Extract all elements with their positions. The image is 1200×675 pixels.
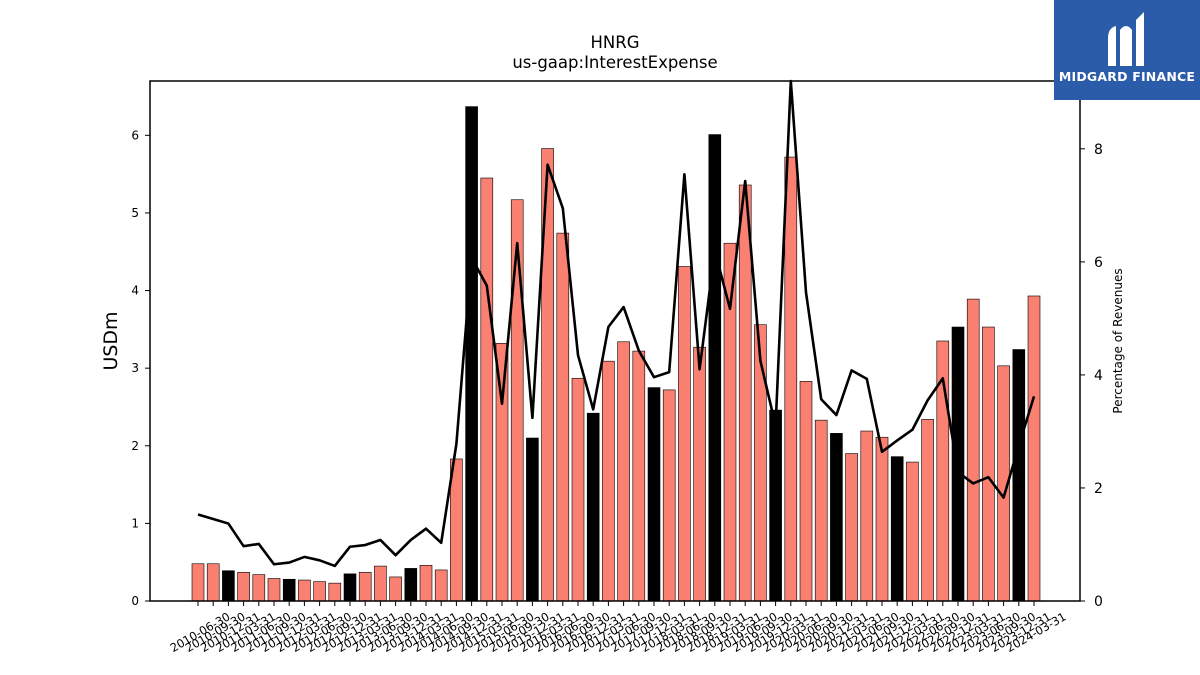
bar	[313, 581, 326, 602]
logo-text: MIDGARD FINANCE	[1058, 69, 1196, 84]
bar	[738, 184, 752, 602]
bar	[769, 409, 782, 602]
chart-subtitle: us-gaap:InterestExpense	[512, 53, 717, 72]
line-series	[197, 79, 1036, 568]
bar	[799, 381, 813, 602]
bar	[602, 360, 615, 602]
brand-logo: MIDGARD FINANCE	[1054, 0, 1200, 100]
bar	[495, 343, 509, 602]
bar	[966, 298, 980, 602]
y-left-tick-label: 6	[131, 128, 139, 142]
chart-title: HNRG	[590, 33, 639, 52]
bar	[708, 134, 722, 602]
bar	[890, 456, 904, 602]
bar	[206, 563, 220, 602]
bar	[419, 564, 433, 602]
bar	[845, 453, 858, 602]
bar	[252, 574, 266, 602]
bar	[404, 568, 418, 602]
bar	[571, 377, 585, 602]
y-left-tick-label: 0	[131, 594, 139, 608]
bar	[632, 350, 646, 602]
bar	[510, 199, 524, 602]
bar	[480, 177, 494, 602]
y-right-tick-label: 8	[1094, 142, 1103, 158]
bar	[830, 433, 843, 602]
bar	[358, 571, 372, 602]
y-right-tick-label: 4	[1094, 368, 1103, 384]
bar	[906, 461, 919, 602]
bar	[1012, 349, 1026, 602]
y-left-tick-label: 1	[131, 516, 139, 530]
bar-series	[191, 106, 1041, 602]
line-series-path	[197, 79, 1036, 568]
y-right-tick-label: 2	[1094, 481, 1103, 497]
bar	[693, 346, 706, 602]
y-left-tick-label: 2	[131, 439, 139, 453]
bar	[465, 106, 478, 602]
bar	[282, 578, 296, 602]
bar	[860, 430, 874, 602]
bar	[662, 389, 676, 602]
bar	[586, 412, 600, 602]
bar	[678, 266, 691, 602]
bar	[647, 387, 661, 602]
y-axis-right-label: Percentage of Revenues	[1111, 268, 1125, 413]
plot-frame	[149, 80, 1081, 602]
bar	[237, 571, 250, 602]
bar	[328, 582, 342, 602]
bar	[389, 576, 402, 602]
y-right-tick-label: 0	[1094, 594, 1103, 610]
y-left-tick-label: 4	[131, 284, 139, 298]
midgard-logo-icon	[1108, 12, 1144, 66]
bar	[298, 579, 311, 602]
y-right-tick-label: 6	[1094, 255, 1103, 271]
bar	[617, 341, 630, 602]
bar	[434, 569, 448, 602]
bar	[222, 570, 235, 602]
bar	[556, 232, 570, 602]
y-left-tick-label: 5	[131, 206, 139, 220]
bar	[374, 565, 387, 602]
bar	[267, 578, 281, 602]
y-axis-left-label: USDm	[100, 311, 122, 370]
bar	[343, 573, 357, 602]
x-axis: 2010-06-302010-09-302010-12-312011-03-31…	[168, 601, 1069, 655]
bar	[526, 437, 539, 602]
bar	[191, 563, 205, 602]
bar	[875, 436, 889, 602]
y-left-tick-label: 3	[131, 361, 139, 375]
bar	[814, 419, 828, 602]
bar	[450, 458, 463, 602]
bar	[784, 156, 798, 602]
y-axis-right: 0 2 4 6 8	[1080, 142, 1103, 610]
bar	[982, 326, 995, 602]
bar	[1027, 295, 1041, 602]
bar	[921, 419, 934, 602]
y-axis-left: 0 1 2 3 4 5 6	[131, 128, 150, 608]
